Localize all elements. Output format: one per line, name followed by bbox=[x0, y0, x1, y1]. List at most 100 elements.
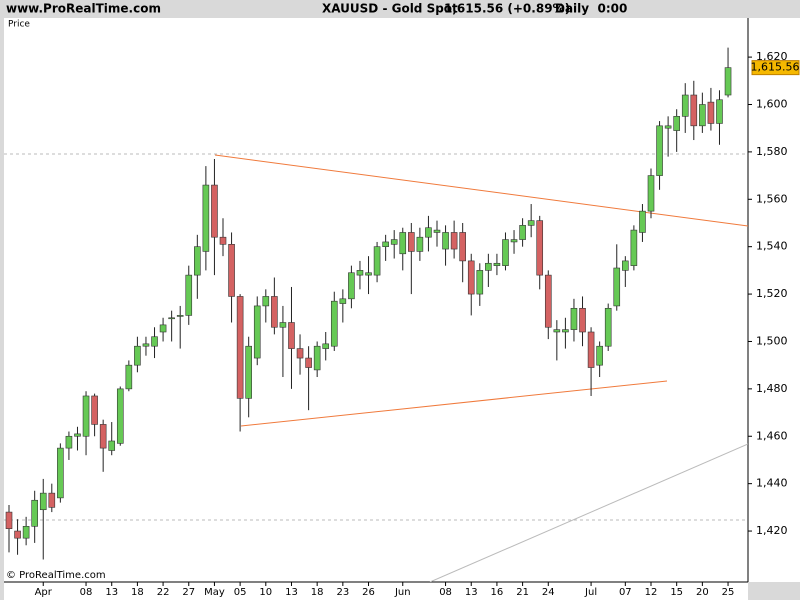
candle-body bbox=[390, 239, 398, 245]
candle-body bbox=[408, 232, 415, 252]
candle-body bbox=[613, 267, 621, 307]
candle-body bbox=[502, 239, 509, 266]
candle-body bbox=[253, 305, 261, 359]
candle-body bbox=[604, 307, 612, 347]
candle-body bbox=[65, 435, 73, 449]
candle-body bbox=[39, 492, 47, 511]
candle-body bbox=[425, 227, 432, 238]
candle-body bbox=[681, 94, 689, 117]
x-tick-label: Apr bbox=[35, 587, 53, 598]
candle-body bbox=[699, 104, 706, 127]
candle-body bbox=[185, 274, 193, 316]
candle-body bbox=[493, 262, 501, 266]
quote: 1,615.56 (+0.89%) bbox=[444, 2, 570, 16]
candle-body bbox=[399, 232, 407, 255]
plot-area bbox=[4, 18, 748, 582]
y-tick-label: 1,480 bbox=[756, 382, 788, 395]
x-tick-label: 16 bbox=[491, 587, 504, 598]
y-tick-label: 1,560 bbox=[756, 192, 788, 205]
candle-body bbox=[519, 225, 526, 240]
candle-body bbox=[271, 296, 278, 328]
candle-body bbox=[459, 232, 466, 262]
candle-body bbox=[219, 236, 227, 245]
x-tick-label: 13 bbox=[105, 587, 118, 598]
candle-body bbox=[305, 357, 312, 368]
x-tick-label: 10 bbox=[259, 587, 272, 598]
candle-body bbox=[322, 343, 330, 349]
candle-body bbox=[365, 272, 372, 276]
candle-body bbox=[194, 246, 201, 276]
candle-body bbox=[313, 345, 321, 371]
x-tick-label: 18 bbox=[131, 587, 144, 598]
candle-body bbox=[553, 329, 561, 333]
x-tick-label: 22 bbox=[157, 587, 170, 598]
x-tick-label: 08 bbox=[439, 587, 452, 598]
x-tick-label: 24 bbox=[542, 587, 555, 598]
candle-body bbox=[245, 345, 252, 399]
candle-body bbox=[48, 492, 56, 508]
candle-body bbox=[168, 317, 175, 320]
candle-body bbox=[91, 395, 98, 425]
candle-body bbox=[22, 526, 30, 539]
y-tick-label: 1,540 bbox=[756, 240, 788, 253]
candle-body bbox=[339, 298, 347, 304]
candle-body bbox=[236, 296, 244, 399]
x-tick-label: 25 bbox=[722, 587, 735, 598]
candle-body bbox=[151, 336, 158, 347]
candle-body bbox=[639, 210, 646, 233]
candle-body bbox=[570, 307, 578, 330]
candle-body bbox=[450, 232, 458, 250]
candle-body bbox=[125, 364, 133, 390]
candle-body bbox=[382, 241, 389, 247]
candle-body bbox=[587, 331, 595, 368]
copyright: © ProRealTime.com bbox=[6, 570, 106, 581]
trend-line bbox=[214, 154, 748, 227]
x-tick-label: 08 bbox=[80, 587, 93, 598]
candle-body bbox=[228, 244, 235, 297]
candle-body bbox=[82, 395, 90, 437]
candle-body bbox=[527, 220, 535, 226]
chart-title: XAUUSD - Gold Spot bbox=[322, 2, 458, 16]
candle-body bbox=[296, 348, 304, 359]
x-tick-label: 18 bbox=[311, 587, 324, 598]
candle-body bbox=[5, 511, 13, 529]
candle-body bbox=[279, 322, 287, 328]
y-tick-label: 1,500 bbox=[756, 334, 788, 347]
candle-body bbox=[202, 184, 210, 252]
date-axis bbox=[4, 582, 748, 600]
candle-body bbox=[262, 296, 270, 307]
candle-body bbox=[690, 94, 698, 127]
candle-body bbox=[433, 229, 441, 233]
drawings bbox=[4, 153, 748, 582]
period: Daily 0:00 bbox=[555, 2, 627, 16]
candle-body bbox=[14, 530, 21, 539]
x-tick-label: 15 bbox=[670, 587, 683, 598]
x-tick-label: 13 bbox=[465, 587, 478, 598]
candle-body bbox=[116, 388, 124, 444]
x-tick-label: 13 bbox=[285, 587, 298, 598]
x-tick-label: May bbox=[204, 587, 225, 598]
candle-body bbox=[536, 220, 544, 276]
x-tick-label: 26 bbox=[362, 587, 375, 598]
candle-body bbox=[596, 345, 603, 366]
trend-line bbox=[429, 443, 748, 582]
x-tick-label: 27 bbox=[182, 587, 195, 598]
candle-body bbox=[159, 324, 167, 333]
candle-body bbox=[673, 116, 680, 131]
candle-body bbox=[356, 270, 364, 276]
candle-body bbox=[622, 260, 629, 271]
candle-body bbox=[176, 315, 184, 317]
y-tick-label: 1,440 bbox=[756, 477, 788, 490]
candle-body bbox=[630, 229, 638, 266]
trend-line bbox=[240, 380, 668, 427]
candle-body bbox=[31, 499, 38, 527]
candle-body bbox=[211, 184, 218, 238]
candle-body bbox=[373, 246, 381, 276]
candle-body bbox=[485, 262, 492, 271]
panel-label: Price bbox=[8, 20, 30, 30]
candle-body bbox=[134, 345, 141, 366]
candle-body bbox=[664, 125, 672, 129]
y-tick-label: 1,580 bbox=[756, 145, 788, 158]
y-tick-label: 1,600 bbox=[756, 97, 788, 110]
